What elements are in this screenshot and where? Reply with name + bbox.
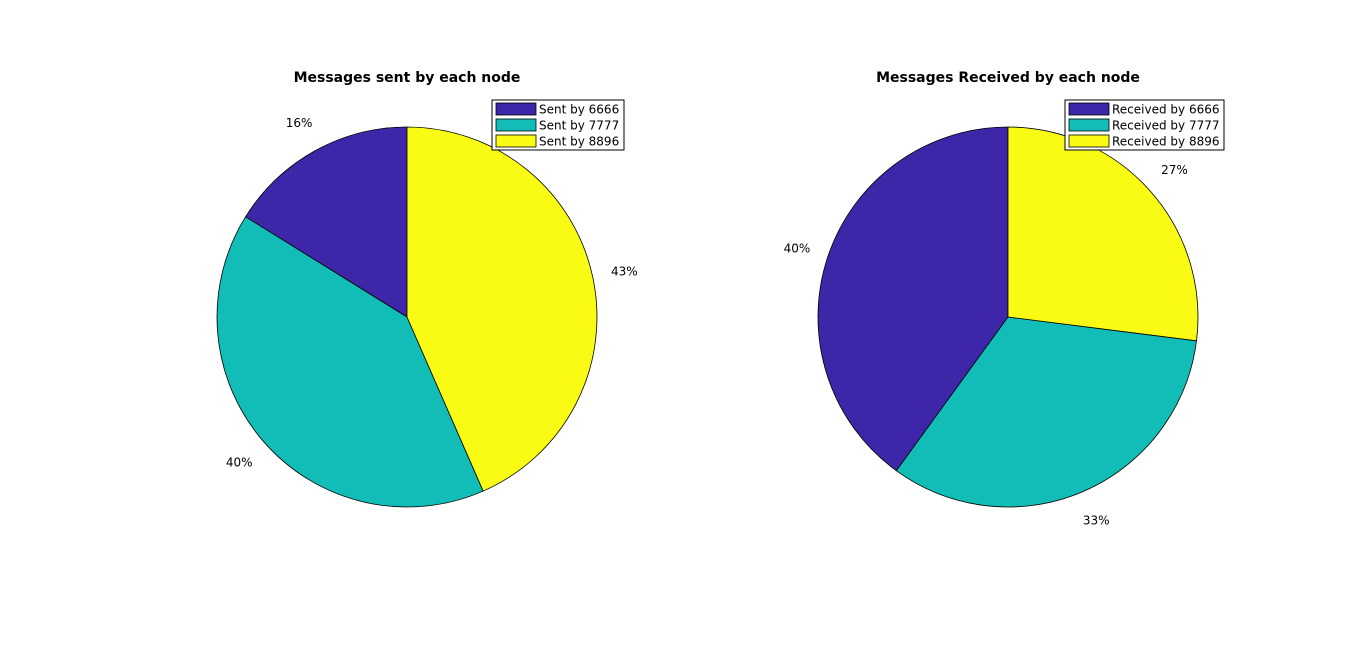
received-slice-7777 (895, 316, 1197, 508)
received-pie-labels: 40% 33% 27% (784, 163, 1188, 528)
sent-pct-label-7777: 40% (226, 455, 253, 469)
sent-legend-swatch-7777 (495, 118, 537, 132)
received-pct-label-7777: 33% (1083, 514, 1110, 528)
sent-slice-7777 (216, 216, 484, 508)
sent-pie-chart: Messages sent by each node 16% 40% 43% Sen… (216, 70, 638, 508)
received-pie-chart: Messages Received by each node 40% 33% 27%… (784, 70, 1225, 528)
received-legend-swatch-7777 (1068, 118, 1110, 132)
sent-legend-swatch-8896 (495, 134, 537, 148)
received-legend: Received by 6666 Received by 7777 Receiv… (1064, 99, 1225, 151)
sent-pie-labels: 16% 40% 43% (226, 116, 638, 469)
sent-slice-8896 (406, 126, 598, 492)
received-legend-swatch-6666 (1068, 102, 1110, 116)
sent-pie-slices (216, 126, 598, 508)
sent-legend-label-8896: Sent by 8896 (539, 135, 619, 149)
sent-legend-label-6666: Sent by 6666 (539, 103, 619, 117)
received-legend-swatch-8896 (1068, 134, 1110, 148)
received-slice-6666 (817, 126, 1009, 472)
sent-pct-label-8896: 43% (611, 265, 638, 279)
received-pct-label-6666: 40% (784, 241, 811, 255)
received-pie-slices (817, 126, 1199, 508)
sent-legend-label-7777: Sent by 7777 (539, 119, 619, 133)
received-legend-label-7777: Received by 7777 (1112, 119, 1219, 133)
received-legend-label-6666: Received by 6666 (1112, 103, 1219, 117)
received-pct-label-8896: 27% (1161, 163, 1188, 177)
received-slice-8896 (1007, 126, 1199, 342)
received-legend-label-8896: Received by 8896 (1112, 135, 1219, 149)
received-chart-title: Messages Received by each node (876, 70, 1140, 86)
sent-slice-6666 (244, 126, 408, 318)
sent-chart-title: Messages sent by each node (294, 70, 521, 86)
sent-pct-label-6666: 16% (286, 116, 313, 130)
sent-legend: Sent by 6666 Sent by 7777 Sent by 8896 (491, 99, 625, 151)
sent-legend-swatch-6666 (495, 102, 537, 116)
